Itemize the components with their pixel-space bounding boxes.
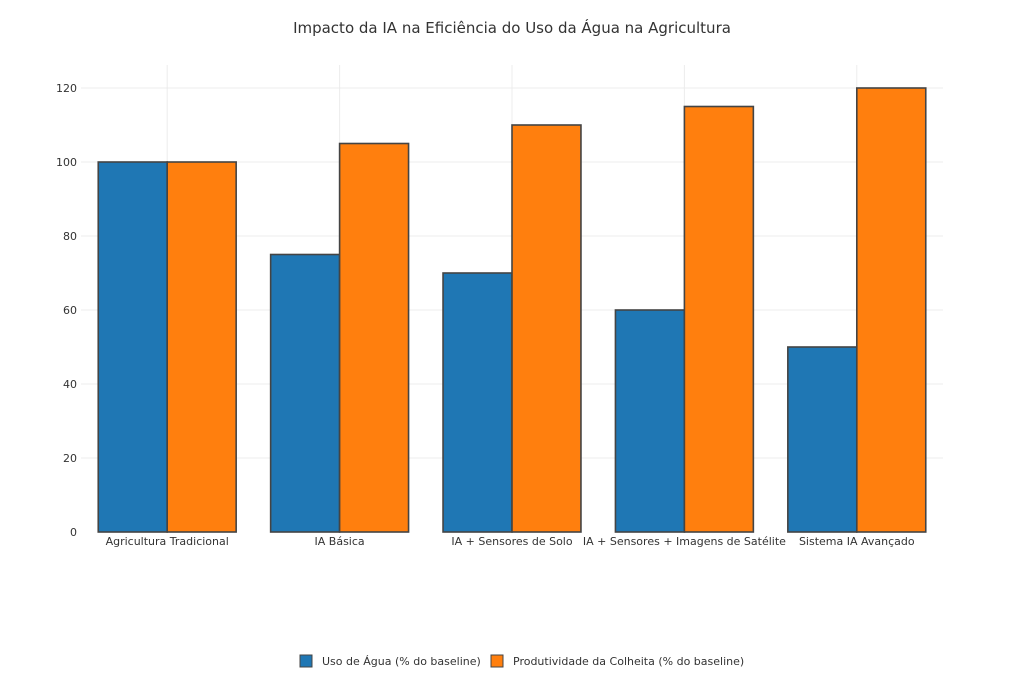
x-tick-label: IA Básica: [315, 535, 365, 548]
bar-water-use[interactable]: [269, 253, 341, 533]
chart-title: Impacto da IA na Eficiência do Uso da Ág…: [293, 18, 731, 37]
bar-water-use[interactable]: [614, 309, 686, 533]
legend-swatch: [490, 654, 504, 668]
bar-water-use[interactable]: [97, 161, 168, 533]
bars: [97, 87, 927, 533]
x-tick-label: Agricultura Tradicional: [106, 535, 229, 548]
bar-productivity[interactable]: [511, 124, 582, 533]
y-axis-ticks: 0 20 40 60 80 100 120: [56, 82, 77, 539]
bar-productivity[interactable]: [683, 105, 755, 533]
y-tick-label: 120: [56, 82, 77, 95]
y-tick-label: 40: [63, 378, 77, 391]
y-tick-label: 0: [70, 526, 77, 539]
legend[interactable]: Uso de Água (% do baseline) Produtividade…: [299, 654, 744, 668]
bar-water-use[interactable]: [442, 272, 513, 533]
bar-water-use[interactable]: [787, 346, 858, 533]
y-tick-label: 80: [63, 230, 77, 243]
x-axis-ticks: Agricultura Tradicional IA Básica IA + Sen…: [106, 535, 915, 548]
y-tick-label: 100: [56, 156, 77, 169]
legend-label: Produtividade da Colheita (% do baseline…: [513, 655, 744, 668]
x-tick-label: Sistema IA Avançado: [799, 535, 915, 548]
x-tick-label: IA + Sensores + Imagens de Satélite: [583, 535, 786, 548]
legend-item[interactable]: Uso de Água (% do baseline): [299, 654, 481, 668]
x-tick-label: IA + Sensores de Solo: [451, 535, 572, 548]
legend-label: Uso de Água (% do baseline): [322, 655, 481, 668]
bar-productivity[interactable]: [855, 87, 927, 533]
y-tick-label: 60: [63, 304, 77, 317]
bar-productivity[interactable]: [166, 161, 237, 533]
y-tick-label: 20: [63, 452, 77, 465]
legend-swatch: [299, 654, 313, 668]
bar-productivity[interactable]: [338, 142, 410, 533]
legend-item[interactable]: Produtividade da Colheita (% do baseline…: [490, 654, 744, 668]
